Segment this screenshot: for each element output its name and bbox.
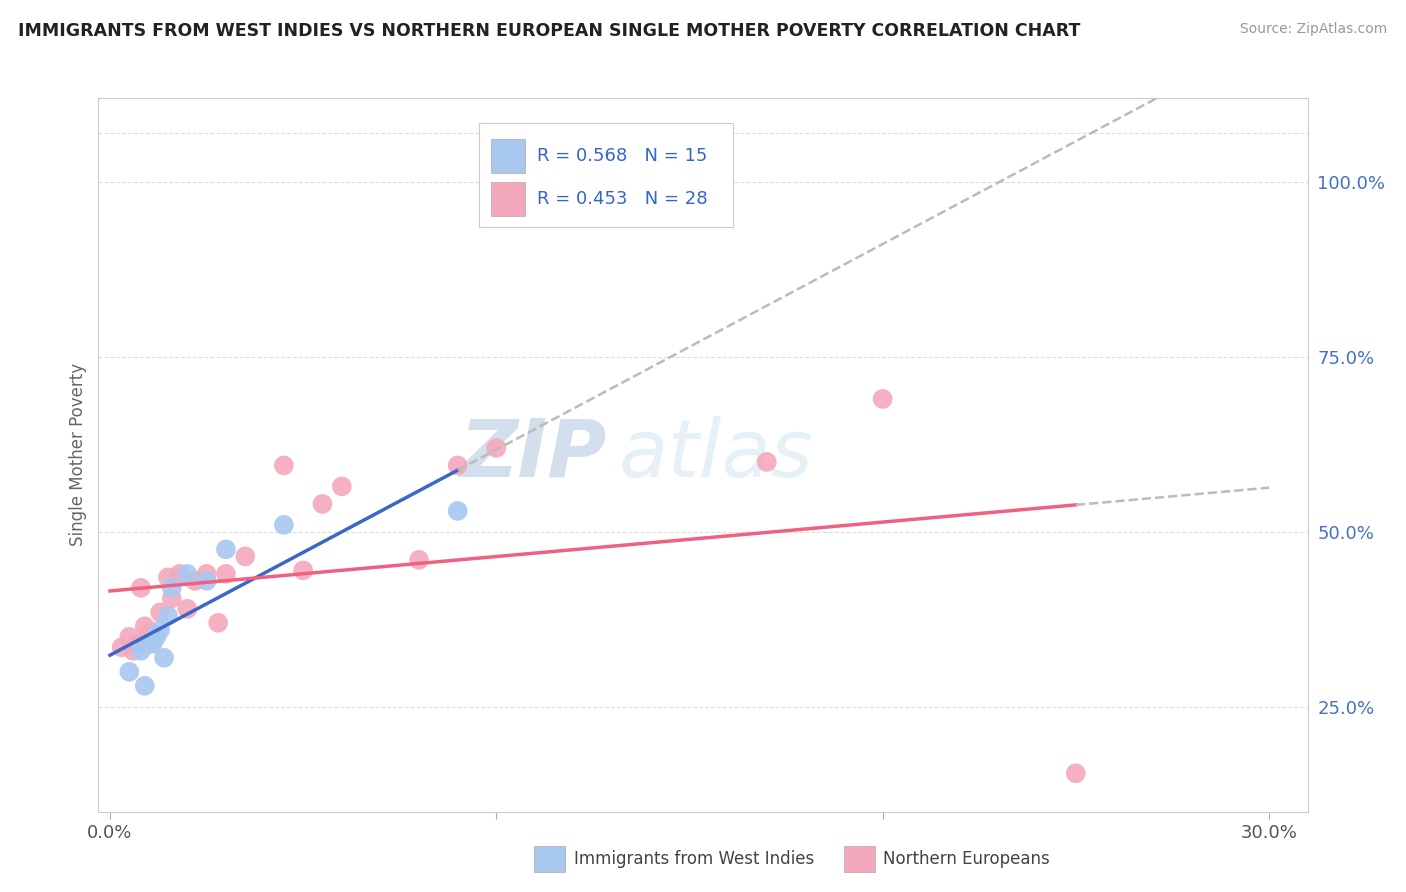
Point [176, 602, 198, 616]
Point [485, 441, 508, 455]
Point [129, 581, 152, 595]
Point [311, 497, 333, 511]
Point [215, 542, 238, 557]
Bar [492, 139, 526, 173]
Point [110, 640, 132, 655]
Point [447, 458, 470, 473]
Point [129, 644, 152, 658]
Point [149, 623, 172, 637]
Point [195, 566, 218, 581]
Point [408, 553, 430, 567]
Point [755, 455, 778, 469]
Point [141, 637, 163, 651]
Point [292, 563, 315, 577]
Point [134, 619, 156, 633]
Point [156, 608, 179, 623]
Point [138, 637, 160, 651]
Point [118, 665, 141, 679]
Point [145, 630, 167, 644]
FancyBboxPatch shape [479, 123, 734, 227]
Point [1064, 766, 1087, 780]
Point [134, 679, 156, 693]
Text: ZIP: ZIP [458, 416, 606, 494]
Point [160, 591, 183, 606]
Point [156, 570, 179, 584]
Point [153, 650, 176, 665]
Point [138, 626, 160, 640]
Text: R = 0.453   N = 28: R = 0.453 N = 28 [537, 190, 709, 208]
Text: Immigrants from West Indies: Immigrants from West Indies [574, 850, 814, 868]
Point [215, 566, 238, 581]
Point [122, 644, 145, 658]
Text: R = 0.568   N = 15: R = 0.568 N = 15 [537, 147, 707, 165]
Point [872, 392, 894, 406]
Point [330, 479, 353, 493]
Point [184, 574, 207, 588]
Point [149, 605, 172, 619]
Point [141, 626, 163, 640]
Text: IMMIGRANTS FROM WEST INDIES VS NORTHERN EUROPEAN SINGLE MOTHER POVERTY CORRELATI: IMMIGRANTS FROM WEST INDIES VS NORTHERN … [18, 22, 1081, 40]
Point [160, 581, 183, 595]
Point [447, 504, 470, 518]
Point [273, 517, 295, 532]
Point [176, 566, 198, 581]
Bar [492, 182, 526, 216]
Point [233, 549, 256, 564]
Point [169, 566, 191, 581]
Text: atlas: atlas [619, 416, 813, 494]
Point [125, 637, 148, 651]
Point [273, 458, 295, 473]
Text: Source: ZipAtlas.com: Source: ZipAtlas.com [1240, 22, 1388, 37]
Y-axis label: Single Mother Poverty: Single Mother Poverty [69, 363, 87, 547]
Point [207, 615, 229, 630]
Text: Northern Europeans: Northern Europeans [883, 850, 1050, 868]
Point [195, 574, 218, 588]
Point [118, 630, 141, 644]
